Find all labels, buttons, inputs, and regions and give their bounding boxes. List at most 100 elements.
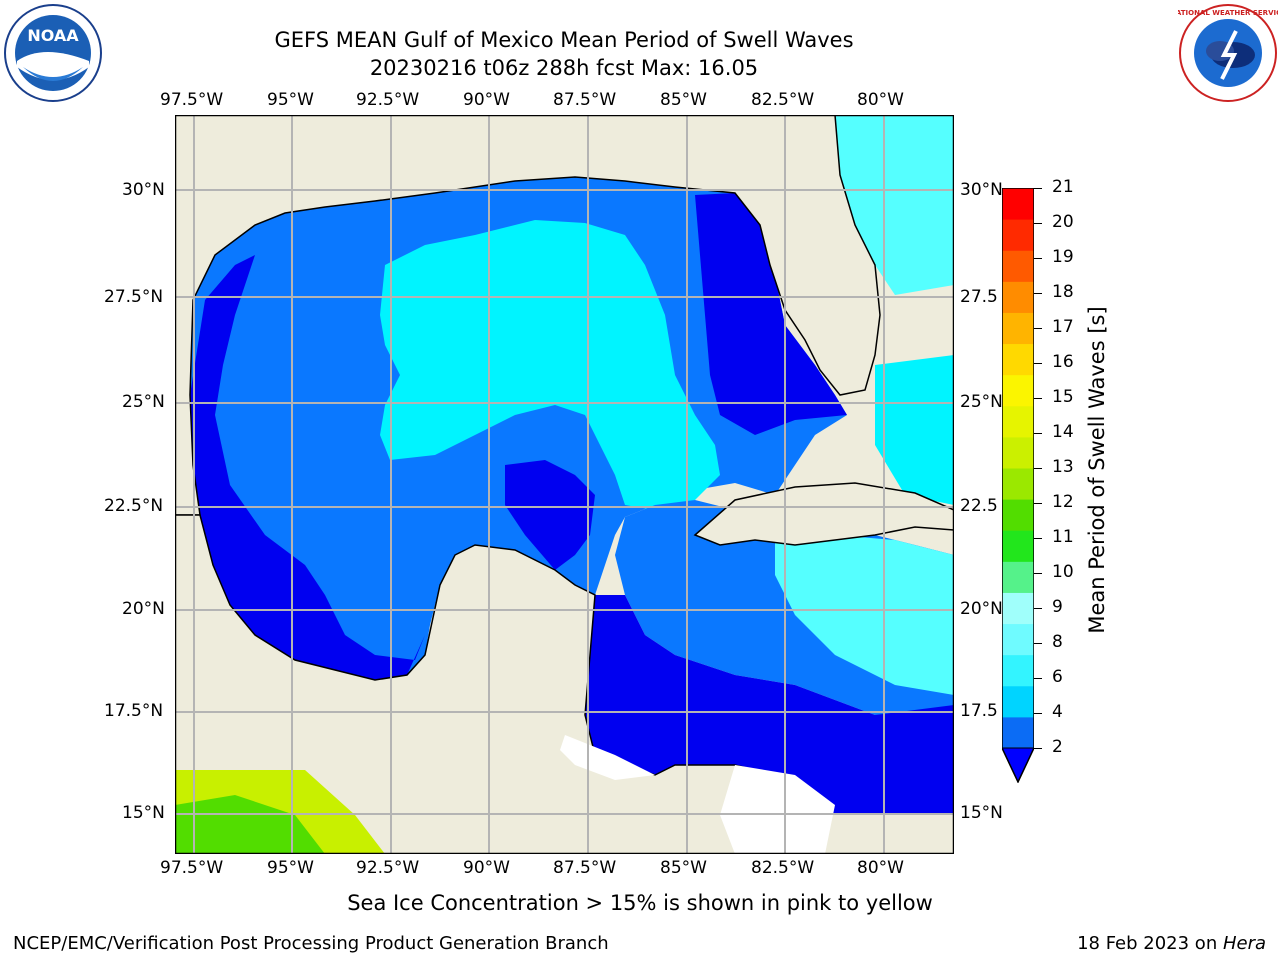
colorbar <box>1001 187 1035 784</box>
colorbar-tick-mark <box>1034 223 1042 224</box>
colorbar-segment <box>1002 374 1034 407</box>
colorbar-tick-label: 16 <box>1052 352 1074 372</box>
lon-label-bottom: 80°W <box>857 858 904 878</box>
colorbar-segment <box>1002 188 1034 220</box>
grid-lines <box>175 115 954 854</box>
colorbar-tick-label: 12 <box>1052 492 1074 512</box>
colorbar-tick-label: 4 <box>1052 702 1063 722</box>
colorbar-tick-label: 13 <box>1052 457 1074 477</box>
lat-label-left: 30°N <box>122 180 165 200</box>
atlantic-cyan-south <box>875 355 954 505</box>
machine-name: Hera <box>1222 933 1266 954</box>
colorbar-segment <box>1002 343 1034 376</box>
no-data-south <box>720 765 835 854</box>
deep-blue-northeast <box>695 193 847 435</box>
colorbar-tick-mark <box>1034 363 1042 364</box>
nws-logo-text: NATIONAL WEATHER SERVICE <box>1178 9 1278 17</box>
colorbar-segment <box>1002 436 1034 469</box>
lat-label-left: 15°N <box>122 803 165 823</box>
sea-ice-note: Sea Ice Concentration > 15% is shown in … <box>347 891 933 915</box>
colorbar-tick-mark <box>1034 713 1042 714</box>
lat-label-left: 22.5°N <box>104 496 164 516</box>
colorbar-tick-mark <box>1034 293 1042 294</box>
colorbar-tick-label: 20 <box>1052 212 1074 232</box>
colorbar-tick-mark <box>1034 748 1042 749</box>
lat-label-left: 25°N <box>122 392 165 412</box>
cuba-land <box>693 482 955 546</box>
colorbar-tick-mark <box>1034 398 1042 399</box>
noaa-logo: NOAA <box>3 3 103 103</box>
lon-label-top: 85°W <box>660 90 707 110</box>
colorbar-extend-arrow <box>1001 747 1035 784</box>
colorbar-tick-label: 8 <box>1052 632 1063 652</box>
gulf-map <box>174 113 955 855</box>
colorbar-tick-mark <box>1034 188 1042 189</box>
lon-label-top: 92.5°W <box>356 90 420 110</box>
colorbar-segment <box>1002 405 1034 438</box>
colorbar-tick-label: 18 <box>1052 282 1074 302</box>
map-title: GEFS MEAN Gulf of Mexico Mean Period of … <box>274 28 854 52</box>
deep-blue-west <box>190 255 425 680</box>
lat-label-right: 17.5 <box>960 701 998 721</box>
colorbar-tick-label: 2 <box>1052 737 1063 757</box>
lat-label-left: 27.5°N <box>104 287 164 307</box>
colorbar-tick-mark <box>1034 433 1042 434</box>
lon-label-bottom: 92.5°W <box>356 858 420 878</box>
map-subtitle: 20230216 t06z 288h fcst Max: 16.05 <box>369 56 759 80</box>
colorbar-tick-label: 6 <box>1052 667 1063 687</box>
lon-label-top: 82.5°W <box>751 90 815 110</box>
colorbar-tick-label: 21 <box>1052 177 1074 197</box>
lat-label-right: 22.5 <box>960 496 998 516</box>
colorbar-segment <box>1002 623 1034 656</box>
colorbar-tick-mark <box>1034 258 1042 259</box>
atlantic-cyan <box>835 115 954 295</box>
colorbar-segment <box>1002 654 1034 687</box>
colorbar-segment <box>1002 250 1034 282</box>
credit-text: NCEP/EMC/Verification Post Processing Pr… <box>13 933 609 954</box>
colorbar-tick-mark <box>1034 468 1042 469</box>
colorbar-tick-mark <box>1034 678 1042 679</box>
lat-label-right: 25°N <box>960 392 1003 412</box>
gulf-ocean <box>190 177 847 680</box>
colorbar-tick-mark <box>1034 608 1042 609</box>
lat-label-right: 30°N <box>960 180 1003 200</box>
lon-label-top: 90°W <box>463 90 510 110</box>
colorbar-segment <box>1002 561 1034 593</box>
lon-label-top: 95°W <box>267 90 314 110</box>
lat-label-left: 20°N <box>122 599 165 619</box>
colorbar-segment <box>1002 716 1034 749</box>
lat-label-left: 17.5°N <box>104 701 164 721</box>
lon-label-bottom: 95°W <box>267 858 314 878</box>
lat-label-right: 27.5 <box>960 287 998 307</box>
colorbar-tick-mark <box>1034 503 1042 504</box>
caribbean-deep-blue <box>585 595 954 815</box>
colorbar-tick-mark <box>1034 573 1042 574</box>
map-frame <box>174 114 955 855</box>
colorbar-segment <box>1002 685 1034 718</box>
colorbar-segment <box>1002 468 1034 500</box>
lon-label-bottom: 85°W <box>660 858 707 878</box>
colorbar-tick-label: 17 <box>1052 317 1074 337</box>
colorbar-tick-mark <box>1034 643 1042 644</box>
colorbar-tick-label: 19 <box>1052 247 1074 267</box>
colorbar-tick-label: 9 <box>1052 597 1063 617</box>
colorbar-tick-mark <box>1034 328 1042 329</box>
caribbean-cyan <box>775 535 954 695</box>
colorbar-segment <box>1002 312 1034 345</box>
colorbar-tick-label: 14 <box>1052 422 1074 442</box>
deep-blue-campeche <box>505 460 595 570</box>
lon-label-top: 80°W <box>857 90 904 110</box>
colorbar-segment <box>1002 219 1034 251</box>
colorbar-tick-mark <box>1034 538 1042 539</box>
colorbar-segment <box>1002 530 1034 562</box>
lon-label-top: 97.5°W <box>160 90 224 110</box>
colorbar-tick-label: 11 <box>1052 527 1074 547</box>
date-text: 18 Feb 2023 on Hera <box>1077 933 1266 954</box>
colorbar-segment <box>1002 499 1034 531</box>
colorbar-segment <box>1002 281 1034 313</box>
lon-label-bottom: 90°W <box>463 858 510 878</box>
noaa-logo-text: NOAA <box>27 26 79 45</box>
nws-logo: NATIONAL WEATHER SERVICE <box>1170 3 1280 103</box>
lat-label-right: 15°N <box>960 803 1003 823</box>
cyan-loop-current <box>380 220 720 510</box>
